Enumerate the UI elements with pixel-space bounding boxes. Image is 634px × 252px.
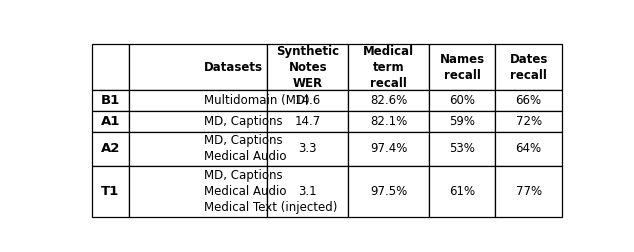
Text: 72%: 72% (515, 115, 541, 128)
Text: 97.4%: 97.4% (370, 142, 408, 155)
Text: A2: A2 (101, 142, 120, 155)
Bar (348, 132, 429, 166)
Bar (496, 111, 562, 132)
Text: MD, Captions: MD, Captions (204, 115, 283, 128)
Bar (91, 132, 129, 166)
Bar (129, 111, 268, 132)
Text: T1: T1 (101, 184, 119, 198)
Bar (429, 132, 496, 166)
Bar (429, 90, 496, 111)
Text: 3.3: 3.3 (299, 142, 317, 155)
Text: 3.1: 3.1 (299, 184, 317, 198)
Bar (429, 111, 496, 132)
Text: 64%: 64% (515, 142, 541, 155)
Text: Synthetic
Notes
WER: Synthetic Notes WER (276, 45, 339, 90)
Bar (496, 166, 562, 216)
Bar (129, 90, 268, 111)
Bar (429, 166, 496, 216)
Text: B1: B1 (101, 94, 120, 107)
Text: 82.1%: 82.1% (370, 115, 408, 128)
Text: MD, Captions
Medical Audio: MD, Captions Medical Audio (204, 134, 287, 163)
Bar (129, 132, 268, 166)
Text: 97.5%: 97.5% (370, 184, 408, 198)
Text: 14.6: 14.6 (295, 94, 321, 107)
Text: 61%: 61% (450, 184, 476, 198)
Text: 60%: 60% (450, 94, 476, 107)
Text: 66%: 66% (515, 94, 541, 107)
Bar (496, 132, 562, 166)
Bar (91, 44, 129, 90)
Text: 77%: 77% (515, 184, 541, 198)
Text: 82.6%: 82.6% (370, 94, 408, 107)
Text: Multidomain (MD): Multidomain (MD) (204, 94, 310, 107)
Bar (129, 44, 268, 90)
Text: MD, Captions
Medical Audio
Medical Text (injected): MD, Captions Medical Audio Medical Text … (204, 169, 337, 213)
Bar (129, 166, 268, 216)
Bar (348, 90, 429, 111)
Text: Names
recall: Names recall (440, 53, 485, 82)
Bar (348, 166, 429, 216)
Bar (348, 111, 429, 132)
Bar (91, 90, 129, 111)
Bar (348, 44, 429, 90)
Bar (91, 111, 129, 132)
Text: 14.7: 14.7 (295, 115, 321, 128)
Bar (268, 44, 348, 90)
Text: Datasets: Datasets (204, 61, 263, 74)
Bar (429, 44, 496, 90)
Bar (91, 166, 129, 216)
Bar (268, 90, 348, 111)
Bar (268, 111, 348, 132)
Text: Dates
recall: Dates recall (510, 53, 548, 82)
Bar (496, 90, 562, 111)
Text: Medical
term
recall: Medical term recall (363, 45, 414, 90)
Text: 59%: 59% (450, 115, 476, 128)
Text: 53%: 53% (450, 142, 476, 155)
Bar (268, 132, 348, 166)
Bar (268, 166, 348, 216)
Text: A1: A1 (101, 115, 120, 128)
Bar (496, 44, 562, 90)
